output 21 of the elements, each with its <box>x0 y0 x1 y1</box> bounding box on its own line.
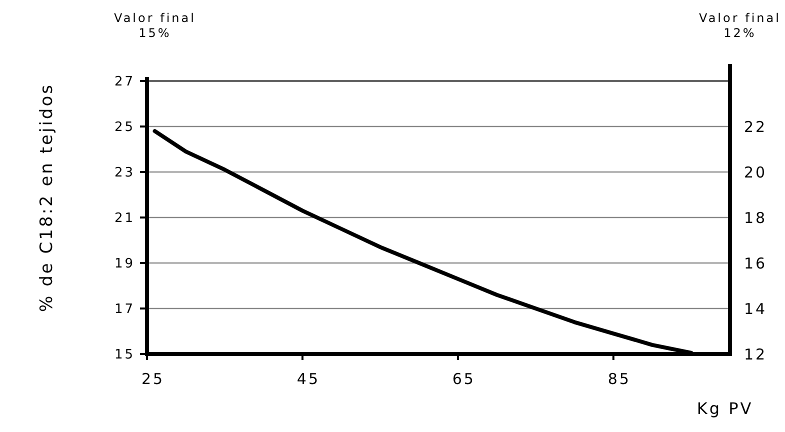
x-tick-label: 85 <box>608 370 631 388</box>
y-tick-label: 27 <box>114 74 135 90</box>
x-tick-label: 45 <box>296 370 320 388</box>
y2-tick-label: 18 <box>744 208 768 227</box>
x-axis-title: Kg PV <box>696 399 754 418</box>
y2-tick-label: 20 <box>744 163 768 182</box>
y-tick-label: 19 <box>114 256 135 272</box>
y2-tick-label: 16 <box>744 254 768 272</box>
text: Valor final 12% <box>699 11 781 40</box>
y2-tick-label: 22 <box>744 118 768 136</box>
y-tick-label: 15 <box>114 348 135 363</box>
y-tick-label: 21 <box>114 211 135 226</box>
x-tick-label: 25 <box>141 370 165 388</box>
y-tick-label: 25 <box>114 120 135 136</box>
y-tick-label: 17 <box>114 302 135 318</box>
text: Valor final 15% <box>114 11 196 40</box>
x-tick-label: 65 <box>452 370 476 388</box>
y-axis-title: % de C18:2 en tejidos <box>37 83 57 312</box>
y2-tick-label: 12 <box>744 345 768 364</box>
y-tick-label: 23 <box>114 166 135 181</box>
y2-tick-label: 14 <box>744 300 768 318</box>
